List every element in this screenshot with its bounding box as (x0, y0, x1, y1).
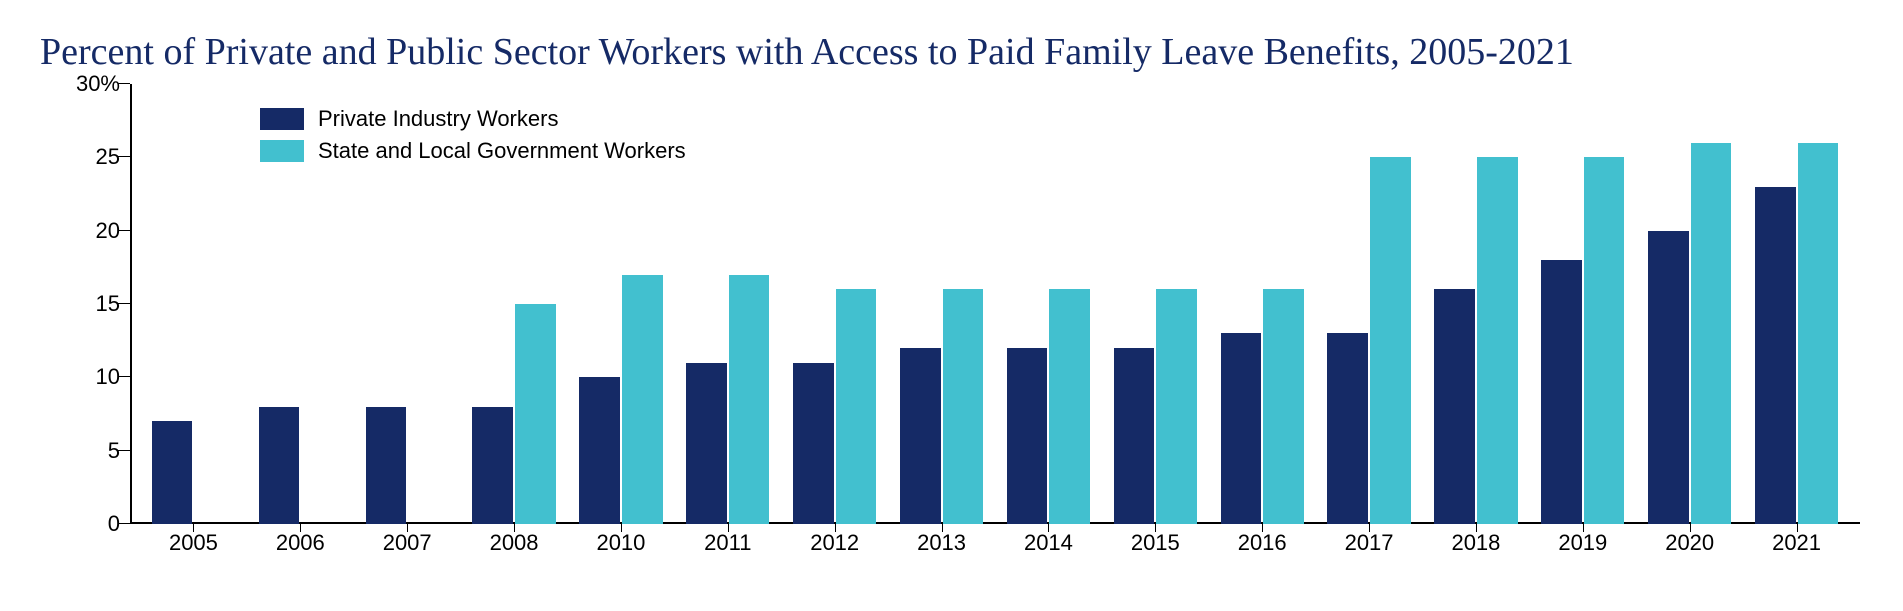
x-tick-label: 2016 (1209, 524, 1316, 564)
legend: Private Industry Workers State and Local … (260, 106, 686, 170)
bar (1434, 289, 1475, 524)
bar (729, 275, 770, 524)
x-tick-label: 2013 (888, 524, 995, 564)
year-group (888, 84, 995, 524)
year-group (1316, 84, 1423, 524)
year-group (1636, 84, 1743, 524)
legend-label: Private Industry Workers (318, 106, 558, 132)
bar (1263, 289, 1304, 524)
bar (793, 363, 834, 524)
bar (1477, 157, 1518, 524)
x-tick-label: 2020 (1636, 524, 1743, 564)
y-tick-mark (118, 156, 130, 157)
x-tick-mark (1155, 522, 1156, 532)
x-tick-mark (1583, 522, 1584, 532)
year-group (1743, 84, 1850, 524)
bar (1327, 333, 1368, 524)
bar (900, 348, 941, 524)
x-tick-label: 2011 (674, 524, 781, 564)
x-tick-mark (300, 522, 301, 532)
bar (1007, 348, 1048, 524)
x-tick-mark (1262, 522, 1263, 532)
legend-swatch (260, 108, 304, 130)
x-tick-label: 2006 (247, 524, 354, 564)
legend-item: State and Local Government Workers (260, 138, 686, 164)
year-group (1423, 84, 1530, 524)
bar (1798, 143, 1839, 524)
x-tick-label: 2008 (461, 524, 568, 564)
legend-item: Private Industry Workers (260, 106, 686, 132)
legend-swatch (260, 140, 304, 162)
bar (836, 289, 877, 524)
y-tick-label: 15 (96, 291, 120, 317)
bar (1584, 157, 1625, 524)
x-tick-mark (728, 522, 729, 532)
x-tick-label: 2018 (1423, 524, 1530, 564)
chart-title: Percent of Private and Public Sector Wor… (40, 30, 1863, 74)
x-tick-label: 2014 (995, 524, 1102, 564)
year-group (674, 84, 781, 524)
x-tick-label: 2010 (568, 524, 675, 564)
year-group (140, 84, 247, 524)
y-tick-mark (118, 450, 130, 451)
x-tick-label: 2007 (354, 524, 461, 564)
x-tick-mark (407, 522, 408, 532)
y-tick-mark (118, 303, 130, 304)
x-tick-label: 2021 (1743, 524, 1850, 564)
x-axis-labels: 2005200620072008201020112012201320142015… (130, 524, 1860, 564)
bar (1049, 289, 1090, 524)
year-group (1102, 84, 1209, 524)
y-tick-label: 20 (96, 218, 120, 244)
x-tick-mark (942, 522, 943, 532)
y-tick-label: 30% (76, 71, 120, 97)
legend-label: State and Local Government Workers (318, 138, 686, 164)
bar (1156, 289, 1197, 524)
x-tick-mark (514, 522, 515, 532)
plot-area: 051015202530% 20052006200720082010201120… (60, 84, 1860, 564)
x-tick-label: 2012 (781, 524, 888, 564)
y-tick-mark (118, 83, 130, 84)
x-tick-mark (1048, 522, 1049, 532)
bar (1114, 348, 1155, 524)
bar (1541, 260, 1582, 524)
bar (472, 407, 513, 524)
year-group (1209, 84, 1316, 524)
x-tick-mark (1369, 522, 1370, 532)
bar (622, 275, 663, 524)
bar (686, 363, 727, 524)
x-tick-label: 2019 (1529, 524, 1636, 564)
bar (259, 407, 300, 524)
year-group (781, 84, 888, 524)
y-tick-mark (118, 523, 130, 524)
bar (1648, 231, 1689, 524)
year-group (1529, 84, 1636, 524)
y-tick-mark (118, 230, 130, 231)
x-tick-mark (1690, 522, 1691, 532)
x-tick-mark (1476, 522, 1477, 532)
y-axis: 051015202530% (60, 84, 130, 524)
bar (1755, 187, 1796, 524)
x-tick-mark (835, 522, 836, 532)
bar (579, 377, 620, 524)
bar (152, 421, 193, 524)
bar (515, 304, 556, 524)
y-tick-label: 25 (96, 144, 120, 170)
x-tick-mark (1797, 522, 1798, 532)
bar (1691, 143, 1732, 524)
y-tick-label: 10 (96, 364, 120, 390)
x-tick-label: 2017 (1316, 524, 1423, 564)
bar (1370, 157, 1411, 524)
bar (366, 407, 407, 524)
x-tick-mark (193, 522, 194, 532)
chart-container: Percent of Private and Public Sector Wor… (0, 0, 1903, 611)
x-tick-label: 2015 (1102, 524, 1209, 564)
year-group (995, 84, 1102, 524)
y-tick-label: 5 (108, 438, 120, 464)
bar (1221, 333, 1262, 524)
x-tick-mark (621, 522, 622, 532)
x-tick-label: 2005 (140, 524, 247, 564)
bar (943, 289, 984, 524)
y-tick-mark (118, 376, 130, 377)
y-tick-label: 0 (108, 511, 120, 537)
